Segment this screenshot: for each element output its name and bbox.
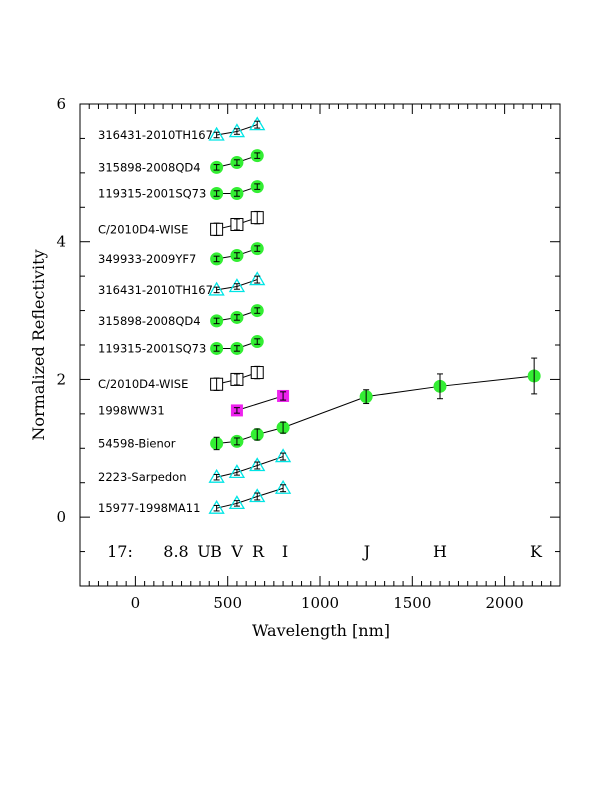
band-label: R (252, 542, 265, 561)
band-label: 17: (107, 542, 133, 561)
triangle-marker (208, 468, 225, 483)
series-label: 315898-2008QD4 (98, 160, 201, 174)
y-tick-label: 6 (56, 95, 66, 113)
triangle-marker (274, 448, 292, 463)
band-label: I (282, 542, 288, 561)
band-label: U (197, 542, 210, 561)
band-label: V (230, 542, 243, 561)
x-tick-label: 1500 (393, 594, 431, 612)
series-line (216, 456, 284, 478)
y-tick-label: 4 (56, 233, 66, 251)
triangle-marker (249, 488, 266, 503)
band-label: J (362, 542, 370, 561)
x-tick-label: 500 (213, 594, 242, 612)
triangle-marker (228, 123, 246, 138)
triangle-marker (208, 281, 225, 296)
triangle-marker (208, 126, 225, 141)
x-axis-label: Wavelength [nm] (252, 621, 390, 640)
triangle-marker (228, 278, 246, 293)
series-label: 15977-1998MA11 (98, 501, 200, 515)
series-line (216, 487, 284, 509)
series-label: 2223-Sarpedon (98, 470, 187, 484)
y-tick-label: 0 (56, 508, 66, 526)
triangle-marker (228, 495, 246, 510)
triangle-marker (249, 116, 266, 131)
series-label: 119315-2001SQ73 (98, 341, 206, 355)
x-tick-label: 1000 (301, 594, 339, 612)
triangle-marker (249, 457, 266, 472)
band-label: B (210, 542, 222, 561)
triangle-marker (208, 499, 225, 514)
triangle-marker (249, 271, 266, 286)
band-label: 8.8 (163, 542, 188, 561)
x-tick-label: 0 (131, 594, 141, 612)
y-tick-label: 2 (56, 370, 66, 388)
band-label: H (433, 542, 447, 561)
triangle-marker (228, 464, 246, 479)
series-line (216, 375, 535, 444)
series-label: 349933-2009YF7 (98, 252, 196, 266)
series-line (236, 395, 284, 411)
band-label: K (530, 542, 543, 561)
series-label: 315898-2008QD4 (98, 314, 201, 328)
series-label: 316431-2010TH167 (98, 128, 213, 142)
series-label: 316431-2010TH167 (98, 283, 213, 297)
triangle-marker (274, 479, 292, 494)
series-label: C/2010D4-WISE (98, 222, 188, 236)
axis-ticks: 0 500 1000 1500 2000 0 2 4 6 (56, 95, 560, 612)
series-label: 1998WW31 (98, 403, 165, 417)
series-label: C/2010D4-WISE (98, 377, 188, 391)
series-labels: 316431-2010TH167 315898-2008QD4 119315-200… (98, 128, 213, 515)
y-axis-label: Normalized Reflectivity (29, 249, 48, 440)
series-label: 54598-Bienor (98, 436, 176, 450)
x-tick-label: 2000 (486, 594, 524, 612)
series-label: 119315-2001SQ73 (98, 187, 206, 201)
data-series (208, 116, 541, 514)
band-annotation: 17: 8.8 U B V R I J H K (107, 542, 543, 561)
